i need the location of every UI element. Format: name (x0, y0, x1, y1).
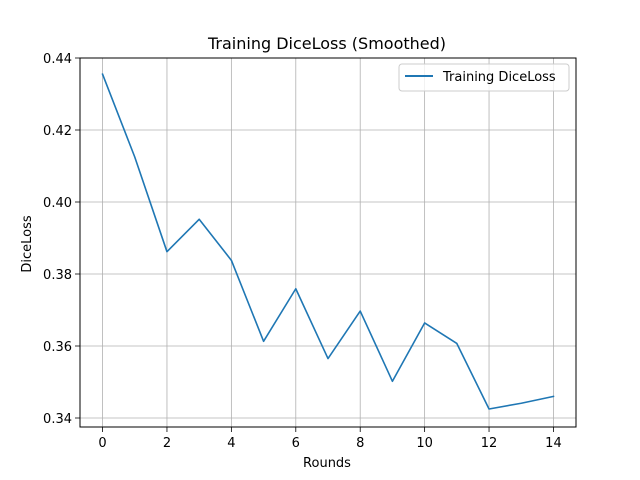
x-tick-label: 2 (163, 436, 171, 451)
y-axis-label: DiceLoss (20, 215, 35, 273)
series-line-training-diceloss (101, 73, 555, 410)
y-tick-label: 0.44 (43, 52, 72, 67)
y-tick-label: 0.38 (43, 268, 72, 283)
x-tick-label: 12 (481, 436, 498, 451)
y-tick-label: 0.36 (43, 340, 72, 355)
legend-box (398, 63, 570, 92)
y-tick-label: 0.42 (43, 124, 72, 139)
y-tick-label: 0.40 (43, 196, 72, 211)
x-tick-label: 4 (227, 436, 235, 451)
x-axis-label: Rounds (303, 456, 351, 471)
chart-title: Training DiceLoss (Smoothed) (207, 34, 446, 53)
legend-entry-label: Training DiceLoss (442, 70, 556, 85)
x-tick-label: 6 (292, 436, 300, 451)
y-tick-label: 0.34 (43, 412, 72, 427)
x-tick-label: 14 (545, 436, 562, 451)
y-axis-ticks: 0.34 0.36 0.38 0.40 0.42 0.44 (43, 52, 80, 427)
x-tick-label: 8 (356, 436, 364, 451)
legend: Training DiceLoss (398, 63, 570, 92)
x-axis-ticks: 0 2 4 6 8 10 12 14 (98, 427, 562, 451)
x-tick-label: 0 (98, 436, 106, 451)
series-layer (101, 73, 555, 410)
plot-frame (79, 57, 577, 428)
x-tick-label: 10 (416, 436, 433, 451)
